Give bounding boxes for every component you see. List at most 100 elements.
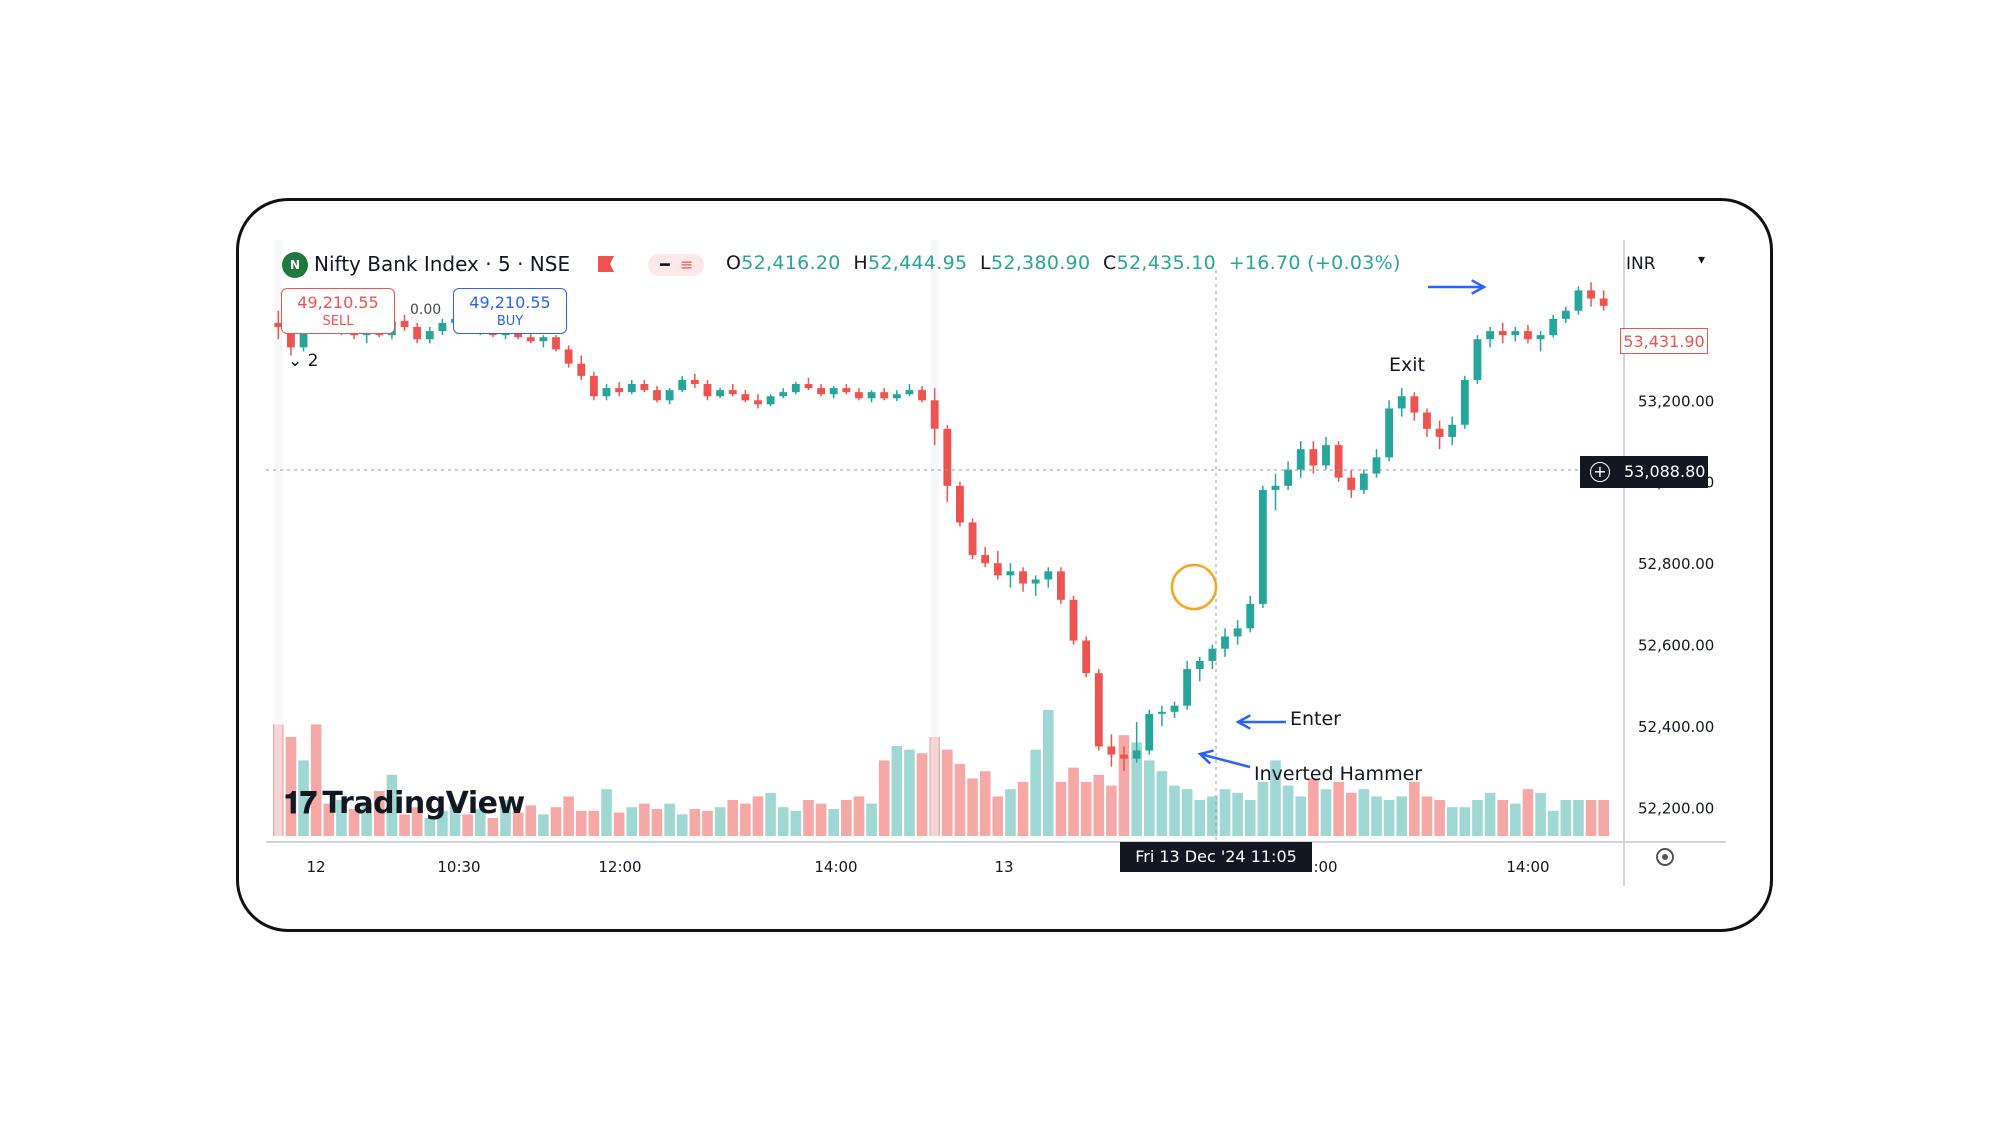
time-tick-label: 12 xyxy=(306,858,325,876)
collapse-toggle[interactable]: ⌄ 2 xyxy=(288,351,318,371)
sell-button[interactable]: 49,210.55 SELL xyxy=(281,288,395,334)
volume-bar xyxy=(1156,771,1168,836)
candle-body xyxy=(1157,711,1166,714)
volume-bar xyxy=(437,810,448,836)
candle-body xyxy=(1233,628,1242,637)
buy-button[interactable]: 49,210.55 BUY xyxy=(453,288,567,334)
candle-body xyxy=(1498,331,1507,336)
inverted-hammer-annotation: Inverted Hammer xyxy=(1254,763,1423,785)
candle-body xyxy=(615,388,624,393)
candle-body xyxy=(703,384,712,397)
candle-body xyxy=(526,337,535,342)
red-flag-icon[interactable] xyxy=(598,256,614,272)
candle-body xyxy=(1271,485,1280,490)
target-icon[interactable] xyxy=(1656,848,1674,866)
session-separator xyxy=(274,240,283,836)
candle-body xyxy=(1284,469,1293,486)
candle-body xyxy=(1587,290,1595,299)
candle-body xyxy=(918,390,926,401)
volume-bar xyxy=(1383,800,1395,836)
candle-body xyxy=(678,379,687,391)
time-tick-label: 14:00 xyxy=(814,858,857,876)
candle-body xyxy=(943,428,952,486)
volume-bar xyxy=(1522,789,1534,836)
volume-bar xyxy=(1207,796,1218,836)
chevron-down-icon: ⌄ xyxy=(288,351,303,371)
candle-body xyxy=(1460,379,1469,425)
candle-body xyxy=(892,394,901,399)
volume-bar xyxy=(777,807,789,836)
volume-bar xyxy=(853,796,865,836)
candle-body xyxy=(981,555,990,564)
candle-body xyxy=(640,384,649,391)
volume-bar xyxy=(1106,785,1117,836)
price-tick-label: 52,200.00 xyxy=(1638,799,1714,817)
spread-value: 0.00 xyxy=(410,302,442,318)
candle-body xyxy=(1031,579,1040,584)
price-tick-label: 52,800.00 xyxy=(1638,555,1714,573)
candle-body xyxy=(804,384,813,389)
time-tick-label: 13 xyxy=(994,858,1013,876)
volume-bar xyxy=(1333,782,1344,836)
candle-body xyxy=(274,322,283,328)
candle-body xyxy=(1448,424,1457,437)
candle-body xyxy=(1019,571,1027,584)
candle-body xyxy=(728,390,737,395)
candle-body xyxy=(287,327,295,348)
candle-body xyxy=(653,390,661,401)
candle-body xyxy=(1195,660,1204,670)
crosshair-price-tag[interactable]: +53,088.80 xyxy=(1580,456,1708,488)
candle-body xyxy=(1549,318,1558,336)
plus-circle-icon[interactable]: + xyxy=(1590,462,1610,482)
candle-body xyxy=(1296,449,1305,470)
candlestick-chart[interactable]: 53,200.0053,000.0052,800.0052,600.0052,4… xyxy=(266,240,1736,886)
volume-bar xyxy=(1421,796,1433,836)
exit-arrow-head xyxy=(1471,279,1487,295)
volume-bar xyxy=(550,807,562,836)
volume-bar xyxy=(1585,800,1597,836)
symbol-title[interactable]: Nifty Bank Index · 5 · NSE xyxy=(314,252,571,276)
volume-bar xyxy=(815,803,827,836)
candle-body xyxy=(665,390,674,401)
volume-bar xyxy=(563,796,574,836)
inverted-hammer-arrow xyxy=(1199,752,1251,769)
candle-body xyxy=(1309,449,1318,466)
volume-bar xyxy=(1282,785,1294,836)
volume-bar xyxy=(323,803,335,836)
volume-bar xyxy=(714,807,726,836)
candle-body xyxy=(1473,339,1482,380)
volume-bar xyxy=(538,814,549,836)
volume-bar xyxy=(878,760,890,836)
currency-label[interactable]: INR xyxy=(1626,254,1656,274)
candle-body xyxy=(1132,750,1141,759)
volume-bar xyxy=(1598,800,1609,836)
candle-body xyxy=(867,392,876,399)
equal-icon: ≡ xyxy=(680,255,694,274)
exit-annotation: Exit xyxy=(1389,354,1425,376)
volume-bar xyxy=(399,814,410,836)
volume-bar xyxy=(1005,789,1016,836)
volume-bar xyxy=(1257,782,1269,836)
candle-body xyxy=(829,388,838,395)
enter-annotation: Enter xyxy=(1290,708,1341,730)
sell-label: SELL xyxy=(322,314,354,329)
candle-body xyxy=(1385,408,1394,458)
volume-bar xyxy=(790,810,802,836)
volume-bar xyxy=(1030,749,1041,836)
indicator-toggle[interactable]: ━ ≡ xyxy=(648,254,704,276)
volume-bar xyxy=(1169,785,1180,836)
candle-body xyxy=(1410,396,1419,413)
candle-body xyxy=(400,320,409,328)
volume-bar xyxy=(942,749,953,836)
candle-body xyxy=(855,392,863,399)
currency-dropdown-icon[interactable]: ▾ xyxy=(1698,252,1706,268)
last-price-tag: 53,431.90 xyxy=(1620,328,1708,354)
candle-body xyxy=(1524,331,1532,340)
crosshair-time-tag: Fri 13 Dec '24 11:05 xyxy=(1120,842,1312,872)
volume-bar xyxy=(474,809,486,836)
candle-body xyxy=(1334,445,1343,478)
candle-body xyxy=(627,384,636,393)
candle-body xyxy=(1057,571,1065,600)
volume-bar xyxy=(1396,796,1408,836)
candle-body xyxy=(1397,396,1406,409)
